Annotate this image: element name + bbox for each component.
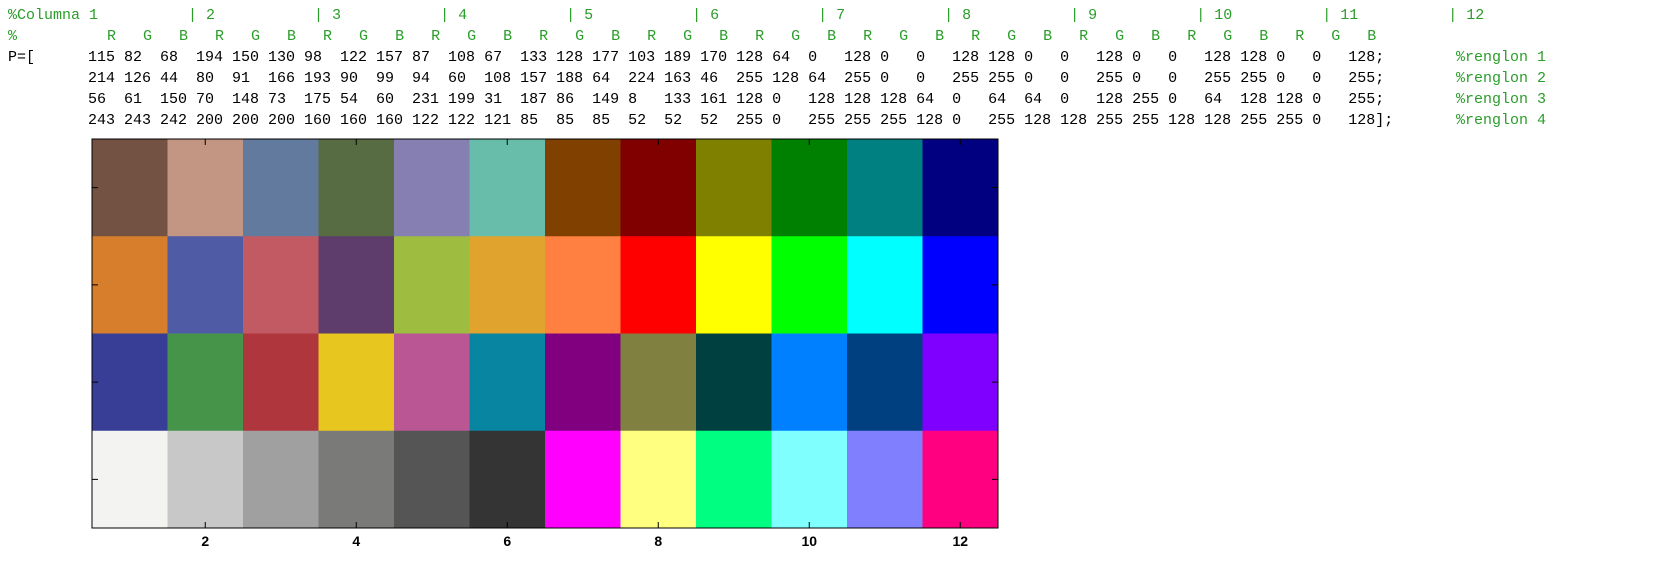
x-tick-label: 6 <box>503 533 511 549</box>
chart-cells <box>92 139 999 529</box>
row-comment: %renglon 4 <box>1456 112 1546 129</box>
color-cell <box>469 139 546 237</box>
x-tick-label: 10 <box>801 533 817 549</box>
row-comment: %renglon 1 <box>1456 49 1546 66</box>
x-tick-label: 12 <box>952 533 968 549</box>
matrix-row-values: 115 82 68 194 150 130 98 122 157 87 108 … <box>88 49 1384 66</box>
color-cell <box>167 333 244 432</box>
color-cell <box>771 333 848 432</box>
color-cell <box>167 139 244 237</box>
row-comment: %renglon 2 <box>1456 70 1546 87</box>
code-svg: %Columna 1 | 2 | 3 | 4 | 5 | 6 | 7 | 8 |… <box>8 7 1546 129</box>
color-cell <box>394 333 470 432</box>
color-cell <box>92 139 168 237</box>
x-tick-label: 2 <box>201 533 209 549</box>
color-cell <box>394 236 470 334</box>
color-cell <box>847 139 923 237</box>
color-cell <box>243 333 319 432</box>
chart-tick-labels: 2 4 6 8 10 12 <box>201 533 968 549</box>
chart-frame <box>91 138 999 529</box>
color-cell <box>469 333 546 432</box>
color-cell <box>243 236 319 334</box>
color-cell <box>469 430 546 529</box>
color-cell <box>92 430 168 529</box>
matrix-row-values: 56 61 150 70 148 73 175 54 60 231 199 31… <box>88 91 1384 108</box>
color-cell <box>318 430 395 529</box>
color-cell <box>922 333 999 432</box>
color-cell <box>922 236 999 334</box>
color-cell <box>696 333 772 432</box>
color-cell <box>696 139 772 237</box>
color-cell <box>620 333 697 432</box>
columns-header-line: %Columna 1 | 2 | 3 | 4 | 5 | 6 | 7 | 8 |… <box>8 7 1484 24</box>
color-cell <box>771 236 848 334</box>
color-cell <box>545 139 621 237</box>
matrix-row-values: 243 243 242 200 200 200 160 160 160 122 … <box>88 112 1393 129</box>
color-cell <box>243 430 319 529</box>
color-cell <box>92 236 168 334</box>
color-cell <box>318 139 395 237</box>
color-cell <box>545 333 621 432</box>
color-cell <box>620 139 697 237</box>
x-tick-label: 4 <box>352 533 360 549</box>
code-block: %Columna 1 | 2 | 3 | 4 | 5 | 6 | 7 | 8 |… <box>0 0 1655 140</box>
color-cell <box>394 430 470 529</box>
matrix-row-values: 214 126 44 80 91 166 193 90 99 94 60 108… <box>88 70 1384 87</box>
color-cell <box>620 430 697 529</box>
color-cell <box>847 236 923 334</box>
color-cell <box>771 430 848 529</box>
row-comment: %renglon 3 <box>1456 91 1546 108</box>
color-cell <box>318 333 395 432</box>
color-cell <box>167 236 244 334</box>
color-cell <box>469 236 546 334</box>
x-tick-label: 8 <box>654 533 662 549</box>
color-cell <box>771 139 848 237</box>
color-cell <box>922 430 999 529</box>
color-cell <box>545 430 621 529</box>
rgb-header-line: % R G B R G B R G B R G B R G B R G B R … <box>8 28 1376 45</box>
color-cell <box>847 333 923 432</box>
color-cell <box>696 236 772 334</box>
color-cell <box>92 333 168 432</box>
color-cell <box>847 430 923 529</box>
color-cell <box>394 139 470 237</box>
color-cell <box>318 236 395 334</box>
color-cell <box>545 236 621 334</box>
color-cell <box>922 139 999 237</box>
color-cell <box>696 430 772 529</box>
color-cell <box>620 236 697 334</box>
matrix-prefix: P=[ <box>8 49 35 66</box>
chart-ticks <box>92 139 998 528</box>
color-cell <box>167 430 244 529</box>
color-cell <box>243 139 319 237</box>
